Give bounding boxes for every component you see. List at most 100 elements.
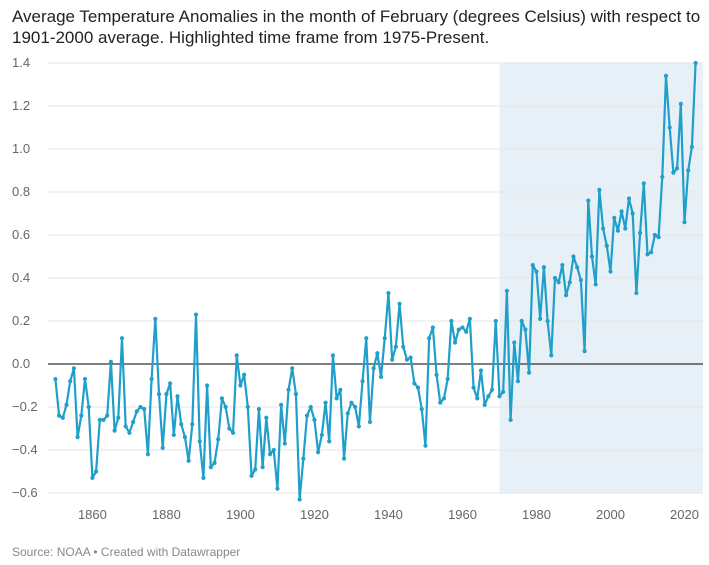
data-point bbox=[534, 269, 539, 274]
data-point bbox=[149, 376, 154, 382]
data-point bbox=[430, 325, 435, 330]
data-point bbox=[538, 316, 543, 321]
data-point bbox=[205, 383, 210, 388]
data-point bbox=[445, 376, 450, 382]
data-point bbox=[438, 400, 443, 405]
data-point bbox=[427, 336, 432, 341]
data-point bbox=[689, 144, 695, 149]
data-point bbox=[131, 419, 136, 425]
data-point bbox=[508, 417, 513, 422]
data-point bbox=[456, 327, 461, 332]
data-point bbox=[693, 60, 698, 66]
data-point bbox=[286, 387, 291, 392]
data-point bbox=[164, 392, 169, 397]
y-tick-label: 1.4 bbox=[12, 55, 30, 70]
y-tick-label: −0.6 bbox=[12, 485, 38, 500]
data-point bbox=[582, 349, 587, 354]
data-point bbox=[264, 415, 269, 420]
data-point bbox=[190, 422, 195, 427]
data-point bbox=[182, 435, 188, 440]
data-point bbox=[378, 374, 384, 379]
data-point bbox=[600, 226, 606, 231]
data-point bbox=[686, 168, 691, 173]
data-point bbox=[486, 394, 491, 399]
data-point bbox=[338, 387, 343, 392]
data-point bbox=[105, 413, 110, 418]
x-tick-label: 1960 bbox=[448, 507, 477, 522]
data-point bbox=[245, 404, 250, 410]
data-point bbox=[578, 278, 583, 283]
data-point bbox=[316, 450, 321, 455]
data-point bbox=[79, 413, 84, 418]
data-point bbox=[412, 381, 417, 386]
data-point bbox=[142, 407, 147, 412]
y-tick-label: 0.4 bbox=[12, 270, 30, 285]
data-point bbox=[630, 211, 635, 216]
source-footer: Source: NOAA • Created with Datawrapper bbox=[12, 545, 241, 559]
data-point bbox=[168, 381, 173, 386]
data-point bbox=[364, 336, 369, 341]
data-point bbox=[497, 394, 502, 399]
data-point bbox=[615, 228, 620, 233]
data-point bbox=[652, 232, 657, 238]
x-tick-label: 1940 bbox=[374, 507, 403, 522]
data-point bbox=[390, 357, 395, 362]
data-point bbox=[71, 366, 76, 371]
data-point bbox=[97, 417, 102, 422]
data-point bbox=[293, 392, 299, 397]
x-tick-label: 1980 bbox=[522, 507, 551, 522]
data-point bbox=[552, 275, 558, 281]
data-point bbox=[304, 413, 310, 418]
data-point bbox=[260, 465, 265, 470]
data-point bbox=[545, 318, 550, 324]
data-point bbox=[68, 379, 73, 384]
data-point bbox=[478, 368, 484, 373]
data-point bbox=[156, 392, 162, 397]
data-point bbox=[345, 411, 350, 416]
y-tick-label: 1.2 bbox=[12, 98, 30, 113]
data-point bbox=[75, 435, 80, 440]
chart-title: Average Temperature Anomalies in the mon… bbox=[12, 6, 702, 48]
data-point bbox=[608, 269, 613, 274]
data-point bbox=[530, 263, 535, 268]
data-point bbox=[512, 340, 517, 345]
data-point bbox=[526, 370, 532, 375]
data-point bbox=[134, 409, 139, 414]
data-point bbox=[519, 318, 524, 324]
data-point bbox=[415, 385, 421, 390]
data-point bbox=[649, 250, 654, 255]
data-point bbox=[175, 394, 180, 399]
x-tick-label: 2020 bbox=[670, 507, 699, 522]
data-point bbox=[138, 404, 143, 410]
data-point bbox=[153, 316, 158, 321]
data-point bbox=[127, 430, 132, 435]
data-point bbox=[397, 301, 402, 306]
data-point bbox=[482, 402, 487, 407]
y-tick-label: −0.4 bbox=[12, 442, 38, 457]
data-point bbox=[515, 379, 521, 384]
data-point bbox=[271, 447, 276, 453]
data-point bbox=[641, 181, 646, 186]
data-point bbox=[334, 396, 339, 401]
data-point bbox=[663, 73, 669, 78]
data-point bbox=[171, 432, 176, 438]
data-point bbox=[449, 318, 454, 324]
data-point bbox=[64, 402, 69, 407]
data-point bbox=[94, 469, 99, 474]
data-point bbox=[604, 243, 609, 248]
data-point bbox=[549, 353, 554, 358]
data-point bbox=[112, 428, 117, 433]
y-tick-label: −0.2 bbox=[12, 399, 38, 414]
data-point bbox=[419, 407, 424, 412]
data-point bbox=[563, 293, 569, 298]
data-point bbox=[597, 187, 602, 192]
data-point bbox=[279, 402, 284, 407]
data-point bbox=[441, 396, 447, 401]
data-point bbox=[593, 282, 598, 287]
data-point bbox=[116, 415, 121, 420]
data-point bbox=[267, 452, 273, 457]
data-point bbox=[493, 318, 498, 324]
data-point bbox=[160, 445, 165, 450]
data-point bbox=[541, 265, 546, 270]
